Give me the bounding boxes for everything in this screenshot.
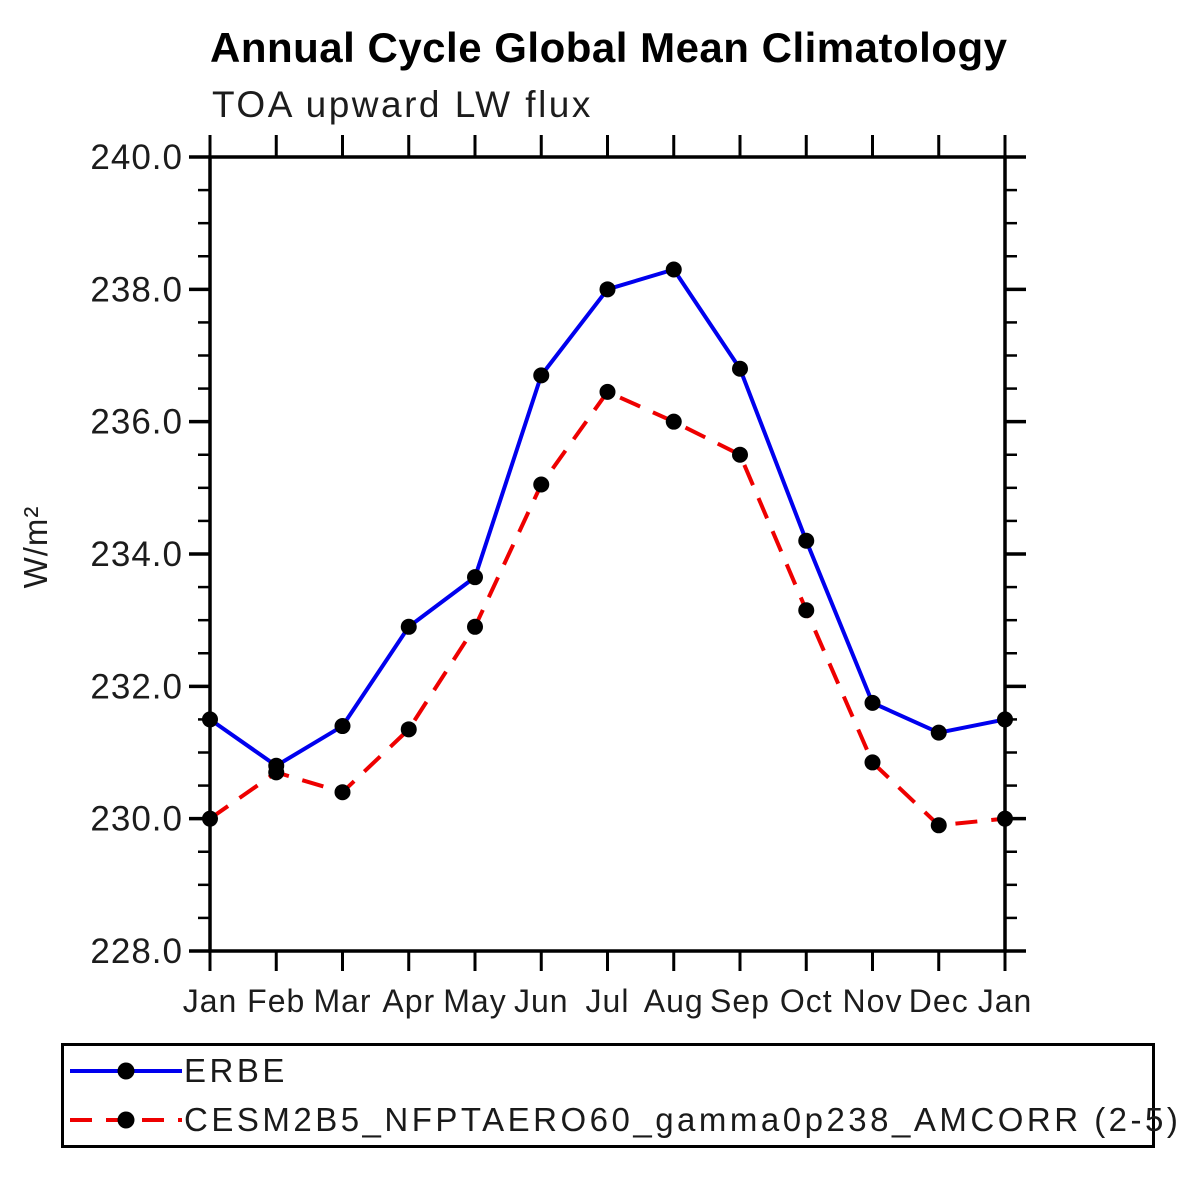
data-point-marker-s0 [334,718,351,735]
legend-marker [117,1062,135,1080]
y-tick-label: 228.0 [90,932,183,971]
x-tick-label: Mar [313,983,371,1019]
data-point-marker-s0 [400,618,417,635]
data-point-marker-s0 [732,360,748,377]
legend-row-erbe: ERBE [64,1048,1152,1094]
series-line-0 [208,267,1006,768]
data-point-marker-s0 [997,711,1013,728]
data-point-marker-s1 [665,413,682,430]
x-tick-label: Nov [843,983,903,1019]
x-tick-label: May [443,983,506,1019]
legend-marker [117,1111,135,1129]
data-point-marker-s1 [599,383,616,400]
data-point-marker-s0 [798,532,815,549]
legend-sample-erbe [70,1062,182,1080]
x-tick-label: Aug [644,983,704,1019]
y-tick-label: 236.0 [90,403,183,442]
data-point-marker-s1 [533,476,550,493]
x-tick-label: Jan [183,983,238,1019]
y-tick-label: 238.0 [90,270,183,309]
y-tick-label: 230.0 [90,800,183,839]
chart-title: Annual Cycle Global Mean Climatology [210,24,1008,71]
data-point-marker-s1 [864,754,881,771]
data-point-marker-s1 [334,784,351,801]
x-tick-label: Jun [514,983,569,1019]
x-tick-label: Oct [780,983,833,1019]
data-point-marker-s1 [202,810,218,827]
y-tick-label: 240.0 [90,138,183,177]
x-tick-label: Apr [382,983,435,1019]
data-point-marker-s0 [665,261,682,278]
x-tick-label: Sep [710,983,770,1019]
x-tick-label: Dec [909,983,969,1019]
x-tick-label: Feb [247,983,305,1019]
series-line-1 [208,389,1006,828]
data-point-marker-s0 [864,694,881,711]
legend-box: ERBE CESM2B5_NFPTAERO60_gamma0p238_AMCOR… [61,1043,1178,1148]
data-point-marker-s1 [997,810,1013,827]
data-point-marker-s1 [400,721,417,738]
data-point-marker-s0 [467,569,483,586]
data-point-marker-s0 [599,281,616,298]
data-point-marker-s0 [202,711,218,728]
data-point-marker-s0 [533,367,550,384]
x-tick-label: Jul [586,983,630,1019]
data-point-marker-s1 [930,817,947,834]
legend-label-cesm: CESM2B5_NFPTAERO60_gamma0p238_AMCORR (2-… [184,1100,1182,1138]
legend-sample-cesm [70,1111,182,1129]
chart-subtitle: TOA upward LW flux [212,84,593,125]
legend-row-cesm: CESM2B5_NFPTAERO60_gamma0p238_AMCORR (2-… [64,1097,1178,1143]
y-tick-label: 234.0 [90,535,183,574]
data-point-marker-s0 [930,724,947,741]
data-point-marker-s1 [268,764,285,781]
y-tick-label: 232.0 [90,667,183,706]
data-point-marker-s1 [732,446,748,463]
x-tick-label: Jan [978,983,1033,1019]
data-point-marker-s1 [467,618,483,635]
plot-frame [208,155,1007,953]
legend-label-erbe: ERBE [184,1052,288,1090]
data-point-marker-s1 [798,602,815,619]
